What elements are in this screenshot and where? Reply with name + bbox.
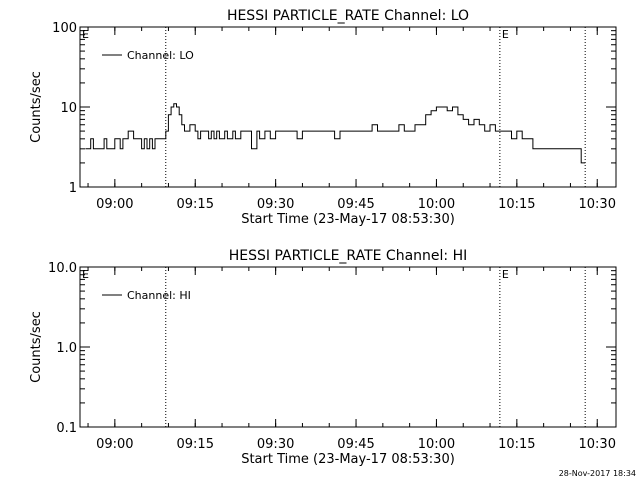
generation-timestamp: 28-Nov-2017 18:34: [558, 469, 636, 478]
hi-x-tick-label: 09:15: [177, 437, 214, 452]
lo-channel-panel: HESSI PARTICLE_RATE Channel: LO 1 10 100 09:…: [29, 8, 617, 227]
hi-x-tick-label: 09:30: [257, 437, 294, 452]
lo-x-tick-label: 09:15: [177, 197, 214, 212]
hi-y-tick-label: 1.0: [56, 341, 77, 356]
lo-x-axis-label: Start Time (23-May-17 08:53:30): [241, 212, 455, 227]
hi-legend-entry: Channel: HI: [127, 289, 191, 302]
lo-chart-title: HESSI PARTICLE_RATE Channel: LO: [227, 8, 469, 24]
hi-x-tick-label: 10:30: [579, 437, 616, 452]
lo-series-line: [85, 103, 586, 164]
lo-x-tick-label: 10:30: [579, 197, 616, 212]
lo-x-tick-label: 10:15: [498, 197, 535, 212]
lo-y-axis-label: Counts/sec: [29, 71, 44, 143]
lo-y-tick-label: 100: [52, 21, 77, 36]
lo-x-tick-label: 09:00: [96, 197, 133, 212]
lo-x-tick-label: 09:30: [257, 197, 294, 212]
hi-x-tick-label: 10:15: [498, 437, 535, 452]
hi-x-tick-label: 10:00: [418, 437, 455, 452]
hi-event-marker-label: E: [502, 268, 509, 281]
lo-x-tick-label: 09:45: [337, 197, 374, 212]
hi-y-tick-label: 0.1: [56, 421, 77, 436]
hi-y-axis-label: Counts/sec: [29, 311, 44, 383]
hi-y-tick-label: 10.0: [48, 261, 77, 276]
lo-legend-entry: Channel: LO: [127, 49, 194, 62]
hi-event-marker-label: E: [82, 268, 89, 281]
hi-channel-panel: HESSI PARTICLE_RATE Channel: HI 0.1 1.0 10.…: [29, 248, 617, 467]
lo-event-marker-label: E: [502, 28, 509, 41]
hi-x-tick-label: 09:45: [337, 437, 374, 452]
lo-y-tick-label: 1: [69, 181, 77, 196]
lo-event-marker-label: E: [82, 28, 89, 41]
lo-x-tick-label: 10:00: [418, 197, 455, 212]
lo-y-tick-label: 10: [60, 101, 77, 116]
hi-x-tick-label: 09:00: [96, 437, 133, 452]
hi-chart-title: HESSI PARTICLE_RATE Channel: HI: [229, 248, 467, 264]
hi-x-axis-label: Start Time (23-May-17 08:53:30): [241, 452, 455, 467]
